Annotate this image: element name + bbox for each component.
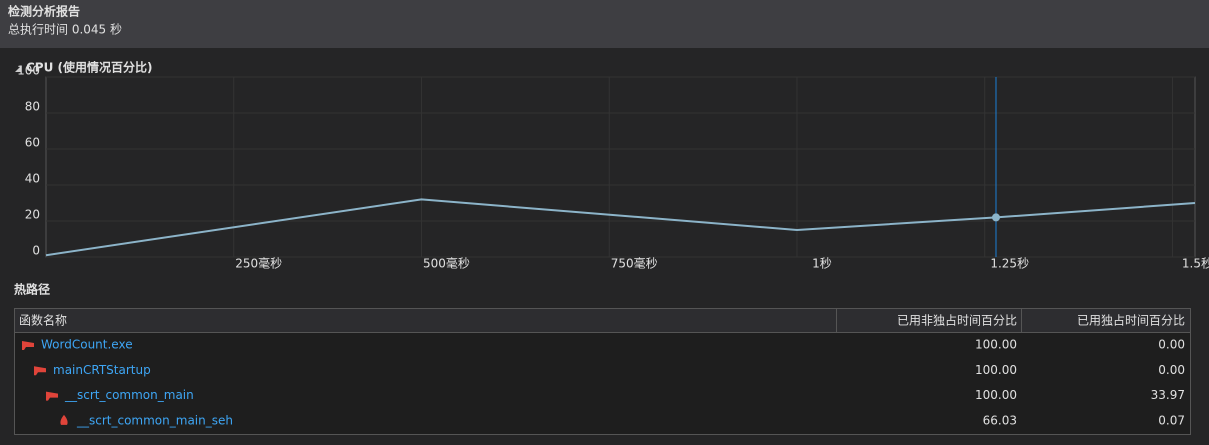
exclusive-percent: 0.07: [1158, 413, 1185, 427]
x-tick-label: 1秒: [812, 257, 832, 271]
y-tick-label: 100: [17, 64, 40, 78]
inclusive-percent: 100.00: [975, 388, 1017, 402]
hot-path-icon: [46, 391, 58, 401]
report-subtitle: 总执行时间 0.045 秒: [8, 23, 122, 37]
section-title: 热路径: [14, 282, 50, 297]
y-tick-label: 60: [25, 136, 40, 150]
exclusive-percent: 0.00: [1158, 338, 1185, 352]
table-header: [15, 309, 1190, 332]
inclusive-percent: 66.03: [983, 413, 1017, 427]
report-title: 检测分析报告: [8, 4, 80, 19]
y-tick-label: 20: [25, 208, 40, 222]
x-tick-label: 750毫秒: [611, 256, 658, 271]
exclusive-percent: 33.97: [1151, 388, 1185, 402]
column-header: 已用独占时间百分比: [1077, 313, 1185, 328]
function-name[interactable]: WordCount.exe: [41, 338, 133, 352]
hot-path-icon: [34, 366, 46, 376]
function-name[interactable]: mainCRTStartup: [53, 363, 151, 377]
collapse-arrow[interactable]: [15, 66, 21, 72]
x-tick-label: 1.25秒: [990, 257, 1029, 271]
y-tick-label: 40: [25, 172, 40, 186]
chart-title: CPU (使用情况百分比): [26, 60, 153, 75]
exclusive-percent: 0.00: [1158, 363, 1185, 377]
function-name[interactable]: __scrt_common_main: [64, 388, 194, 402]
hot-path-icon: [60, 414, 68, 425]
inclusive-percent: 100.00: [975, 363, 1017, 377]
cpu-line: [45, 198, 1196, 257]
selected-point: [991, 213, 1000, 222]
header-bar: [0, 0, 1209, 48]
hot-path-icon: [22, 341, 34, 350]
y-tick-label: 80: [25, 100, 40, 114]
x-tick-label: 500毫秒: [423, 256, 470, 271]
x-tick-label: 1.5秒: [1182, 257, 1209, 271]
x-tick-label: 250毫秒: [235, 256, 282, 271]
column-header: 函数名称: [19, 313, 67, 328]
function-name[interactable]: __scrt_common_main_seh: [76, 413, 233, 427]
column-header: 已用非独占时间百分比: [897, 313, 1017, 328]
inclusive-percent: 100.00: [975, 338, 1017, 352]
y-tick-label: 0: [32, 244, 40, 258]
